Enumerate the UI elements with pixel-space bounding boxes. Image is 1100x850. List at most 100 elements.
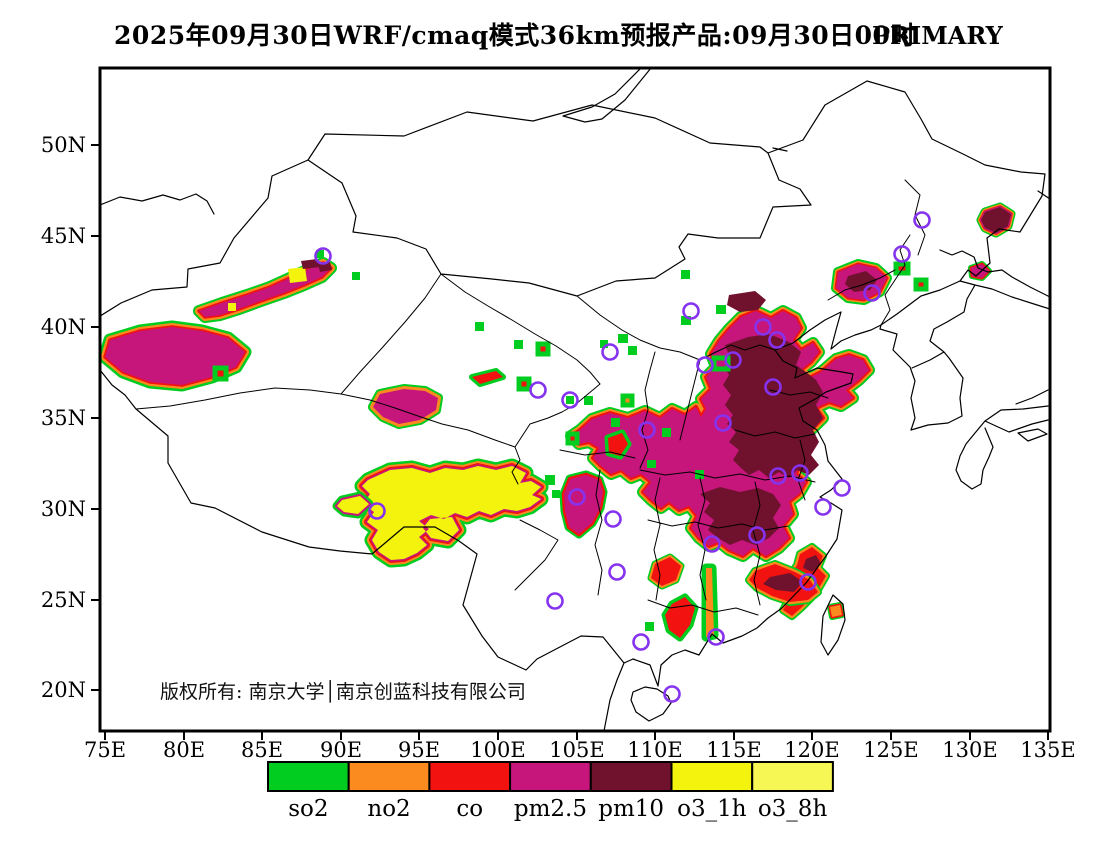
lon-tick-label: 95E — [398, 738, 440, 762]
basemap-outlines — [100, 68, 1050, 731]
station-marker — [714, 414, 732, 432]
pollutant-speck — [893, 261, 911, 276]
page-title: 2025年09月30日WRF/cmaq模式36km预报产品:09月30日00时 — [114, 21, 916, 50]
region-west-xinjiang — [105, 327, 245, 385]
kazakhstan-border — [100, 193, 215, 215]
hainan-outline — [630, 686, 672, 722]
legend-label-so2: so2 — [288, 796, 328, 822]
pollutant-speck — [475, 322, 484, 331]
lon-tick-label: 110E — [627, 738, 682, 762]
station-marker — [568, 488, 586, 506]
legend-swatch-so2 — [267, 761, 350, 792]
lat-tick-label: 45N — [41, 224, 86, 248]
station-marker — [682, 302, 700, 320]
station-marker — [913, 211, 931, 229]
primary-tag: PRIMARY — [872, 21, 1004, 50]
legend-label-no2: no2 — [367, 796, 410, 822]
axes: 75E 80E 85E 90E 95E 100E 105E 110E 115E 120E 125E 1… — [41, 133, 1076, 762]
lon-tick-label: 80E — [163, 738, 205, 762]
pollutant-speck — [545, 475, 555, 485]
region-core-beijing — [727, 291, 766, 312]
station-marker — [768, 331, 786, 349]
pollutant-speck — [228, 303, 236, 311]
vietnam-coast — [603, 662, 625, 731]
station-marker — [833, 479, 851, 497]
station-marker — [799, 573, 817, 591]
lat-tick-label: 50N — [41, 133, 86, 157]
legend-label-co: co — [456, 796, 483, 822]
pollutant-speck — [647, 460, 656, 468]
pollutant-speck — [565, 431, 580, 446]
region-north-xinjiang — [199, 263, 331, 317]
station-marker — [863, 284, 881, 302]
region-zhejiang-pm10 — [803, 555, 821, 572]
pollutant-legend: so2 no2 co pm2.5 pm10 o3_1h o3_8h — [267, 761, 834, 822]
region-lanzhou-red — [608, 433, 628, 456]
region-sichuan — [564, 475, 603, 534]
legend-label-pm10: pm10 — [598, 796, 664, 822]
station-marker — [893, 245, 911, 263]
pollutant-speck — [611, 418, 620, 427]
pollutant-speck — [645, 622, 654, 631]
pollutant-speck — [212, 365, 229, 382]
station-marker — [814, 498, 832, 516]
region-tibet-o3-west — [337, 496, 369, 514]
legend-label-o3_1h: o3_1h — [677, 796, 747, 822]
station-marker — [696, 356, 714, 374]
station-marker — [529, 381, 547, 399]
pollutant-speck — [316, 250, 324, 258]
region-guangxi-green-strip — [706, 568, 714, 637]
pollutant-speck — [600, 340, 608, 348]
lat-tick-label: 30N — [41, 497, 86, 521]
legend-swatch-o3_1h — [670, 761, 754, 792]
pollutant-speck — [618, 334, 628, 343]
station-marker — [703, 535, 721, 553]
station-marker — [368, 502, 386, 520]
station-marker — [632, 633, 650, 651]
legend-label-pm25: pm2.5 — [514, 796, 587, 822]
station-markers — [314, 211, 931, 703]
lat-tick-label: 25N — [41, 588, 86, 612]
japan-outline — [955, 389, 1049, 490]
legend-swatch-o3_8h — [751, 761, 834, 792]
taiwan-outline — [820, 594, 846, 656]
region-gansu-red-streak — [472, 371, 503, 384]
legend-swatch-pm10 — [589, 761, 673, 792]
legend-swatch-co — [428, 761, 512, 792]
station-marker — [608, 563, 626, 581]
pollutant-speck — [514, 340, 523, 349]
map-frame — [98, 66, 1052, 733]
pollutant-speck — [516, 376, 532, 392]
region-guangdong-red-a — [651, 557, 681, 586]
station-marker — [663, 685, 681, 703]
pollutant-speck — [620, 393, 635, 408]
legend-label-o3_8h: o3_8h — [758, 796, 828, 822]
pollutant-speck — [913, 277, 929, 292]
station-marker — [748, 526, 766, 544]
china-coastline — [632, 311, 882, 687]
station-marker — [764, 378, 782, 396]
station-marker — [314, 247, 332, 265]
russia-far-east-lines — [939, 190, 1050, 310]
region-ussuri-blob — [981, 207, 1011, 233]
lon-tick-label: 135E — [1020, 738, 1075, 762]
region-core-main — [723, 334, 823, 478]
pollutant-speck — [352, 272, 360, 280]
lon-tick-label: 120E — [784, 738, 839, 762]
korea-outline — [879, 284, 976, 431]
pollutant-speck — [566, 396, 574, 404]
pollutant-speck — [552, 490, 560, 498]
region-taiwan-speck — [830, 605, 842, 617]
lat-tick-label: 40N — [41, 315, 86, 339]
lon-tick-label: 115E — [706, 738, 761, 762]
lon-tick-label: 100E — [470, 738, 525, 762]
pollutant-speck — [711, 355, 731, 372]
station-marker — [754, 318, 772, 336]
region-tibet-o3 — [362, 466, 541, 560]
china-north-border — [100, 80, 1046, 326]
region-qaidam — [373, 389, 438, 424]
pollutant-speck — [628, 346, 637, 355]
china-southwest-border — [100, 368, 634, 671]
